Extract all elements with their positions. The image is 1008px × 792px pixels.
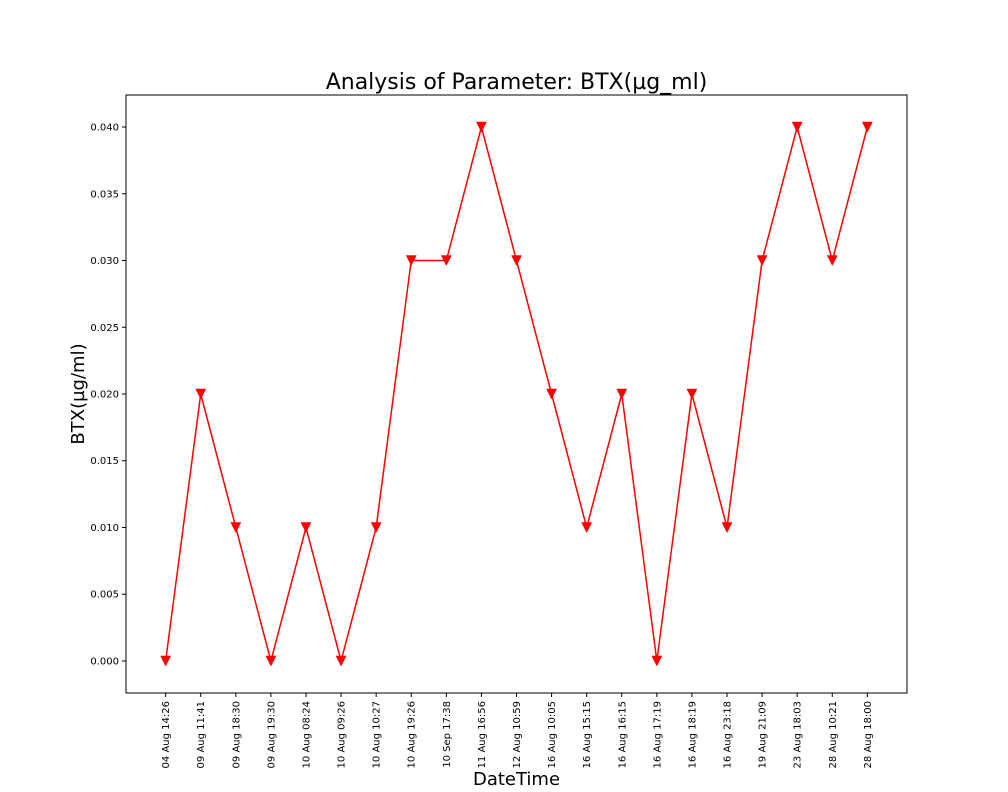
x-tick-label: 10 Aug 10:27 — [372, 701, 383, 768]
x-tick-label: 09 Aug 11:41 — [196, 701, 207, 768]
x-tick-label: 10 Aug 09:26 — [337, 701, 348, 768]
data-point-marker — [335, 655, 347, 667]
y-tick-label: 0.030 — [90, 256, 119, 267]
y-tick-label: 0.035 — [90, 189, 119, 200]
data-point-marker — [440, 255, 452, 267]
plot-area — [160, 121, 873, 667]
y-tick-label: 0.040 — [90, 123, 119, 134]
x-axis-title: DateTime — [473, 769, 560, 790]
data-point-marker — [160, 655, 172, 667]
x-tick-label: 16 Aug 23:18 — [723, 701, 734, 768]
data-point-marker — [616, 388, 628, 400]
data-point-marker — [721, 522, 733, 534]
y-tick-label: 0.015 — [90, 456, 119, 467]
y-tick-label: 0.020 — [90, 390, 119, 401]
x-tick-label: 16 Aug 10:05 — [547, 701, 558, 768]
data-point-marker — [826, 255, 838, 267]
x-axis: 04 Aug 14:26 09 Aug 11:41 09 Aug 18:30 09 A… — [161, 693, 874, 768]
data-point-marker — [546, 388, 557, 400]
x-tick-label: 16 Aug 17:19 — [652, 701, 663, 768]
chart-title: Analysis of Parameter: BTX(µg_ml) — [326, 70, 708, 95]
data-point-marker — [686, 388, 698, 400]
x-tick-label: 23 Aug 18:03 — [793, 701, 804, 768]
data-point-marker — [405, 255, 417, 267]
x-tick-label: 04 Aug 14:26 — [161, 701, 172, 768]
data-point-marker — [230, 522, 242, 534]
x-tick-label: 10 Sep 17:38 — [442, 701, 453, 768]
data-point-marker — [581, 522, 593, 534]
x-tick-label: 28 Aug 10:21 — [828, 701, 839, 768]
y-axis-title: BTX(µg/ml) — [68, 343, 89, 444]
data-point-marker — [791, 121, 803, 133]
x-tick-label: 16 Aug 18:19 — [687, 701, 698, 768]
x-tick-label: 28 Aug 18:00 — [863, 701, 874, 768]
data-point-marker — [195, 388, 207, 400]
x-tick-label: 10 Aug 19:26 — [407, 701, 418, 768]
x-tick-label: 16 Aug 15:15 — [582, 701, 593, 768]
x-tick-label: 11 Aug 16:56 — [477, 701, 488, 768]
data-point-marker — [651, 655, 663, 667]
x-tick-label: 09 Aug 18:30 — [231, 701, 242, 768]
y-tick-label: 0.010 — [90, 523, 119, 534]
data-point-marker — [265, 655, 277, 667]
data-point-marker — [370, 522, 382, 534]
x-tick-label: 09 Aug 19:30 — [266, 701, 277, 768]
y-axis: 0.000 0.005 0.010 0.015 0.020 0.025 0.030 0.035… — [90, 123, 126, 667]
x-tick-label: 12 Aug 10:59 — [512, 701, 523, 768]
data-point-marker — [476, 121, 487, 133]
x-tick-label: 10 Aug 08:24 — [301, 701, 312, 768]
y-tick-label: 0.005 — [90, 590, 119, 601]
data-point-marker — [300, 522, 312, 534]
data-point-marker — [756, 255, 768, 267]
y-tick-label: 0.000 — [90, 656, 119, 667]
x-tick-label: 16 Aug 16:15 — [617, 701, 628, 768]
data-point-marker — [861, 121, 873, 133]
y-tick-label: 0.025 — [90, 323, 119, 334]
x-tick-label: 19 Aug 21:09 — [758, 701, 769, 768]
data-point-marker — [511, 255, 522, 267]
